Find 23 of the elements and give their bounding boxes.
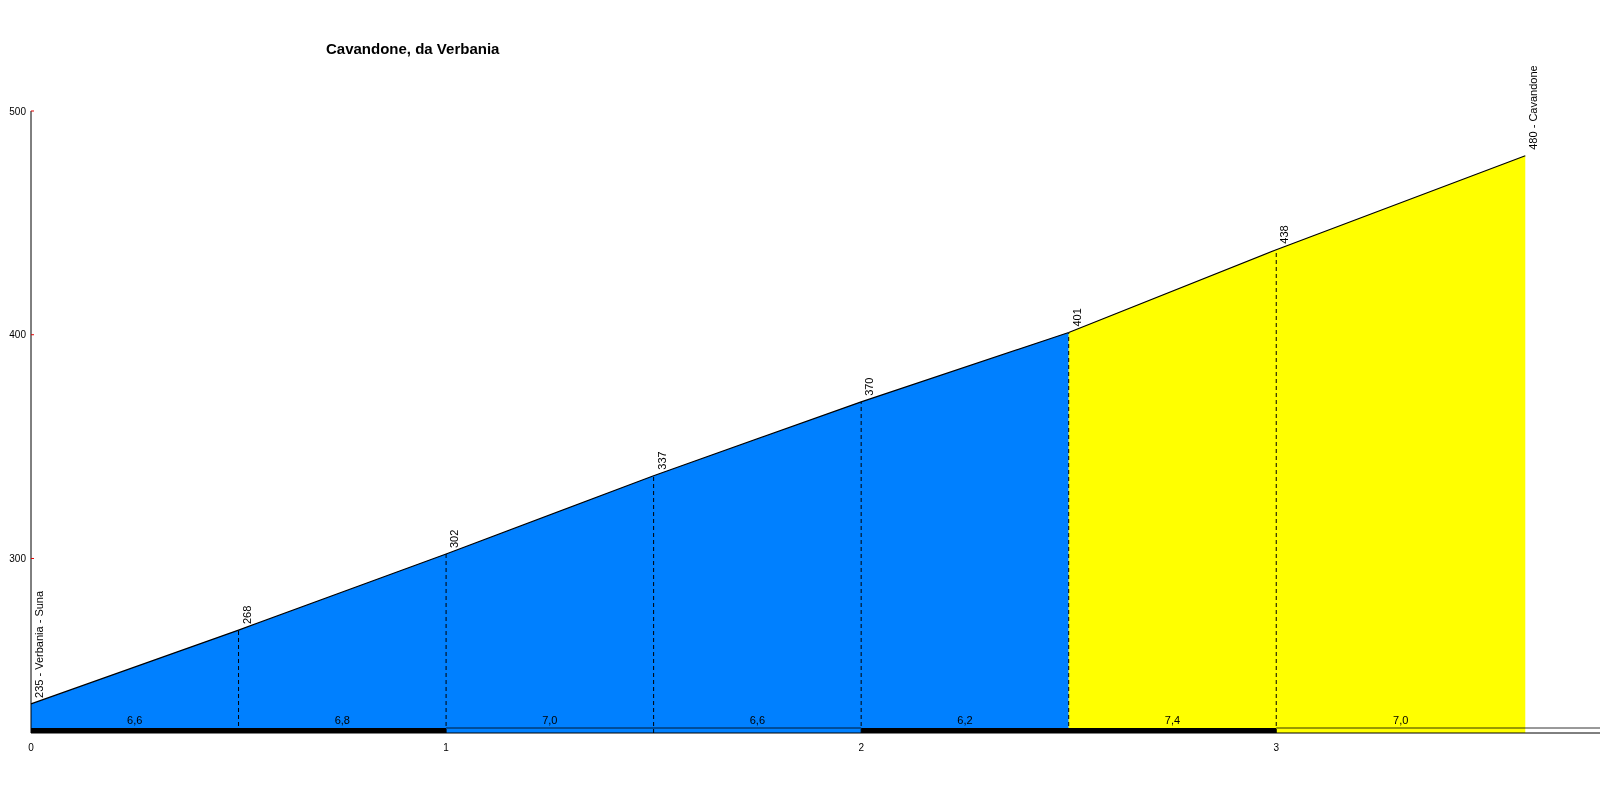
annotation: 6,8 — [334, 714, 350, 726]
x-tick-label: 1 — [443, 742, 450, 753]
y-tick-label: 400 — [9, 329, 27, 341]
annotation: 6,6 — [127, 714, 143, 726]
annotation: 7,0 — [542, 714, 558, 726]
data-label: 235 - Verbania - Suna — [33, 590, 45, 698]
chart-title: Cavandone, da Verbania — [326, 40, 501, 57]
data-label: 337 — [655, 451, 668, 470]
data-label: 302 — [448, 529, 461, 549]
x-tick-label: 0 — [28, 742, 35, 753]
annotation: 6,2 — [957, 714, 973, 726]
data-label: 401 — [1070, 308, 1083, 327]
data-label: 268 — [240, 605, 253, 625]
x-tick-label: 3 — [1273, 742, 1280, 753]
y-tick-label: 300 — [9, 552, 27, 564]
annotation: 6,6 — [749, 714, 766, 726]
annotation: 7,0 — [1393, 714, 1409, 726]
data-label: 370 — [863, 377, 876, 396]
x-tick-label: 2 — [858, 742, 865, 753]
data-label: 438 — [1278, 225, 1291, 244]
y-tick-label: 500 — [9, 105, 27, 117]
annotation: 7,4 — [1164, 714, 1181, 726]
data-label: 480 - Cavandone — [1527, 65, 1540, 150]
